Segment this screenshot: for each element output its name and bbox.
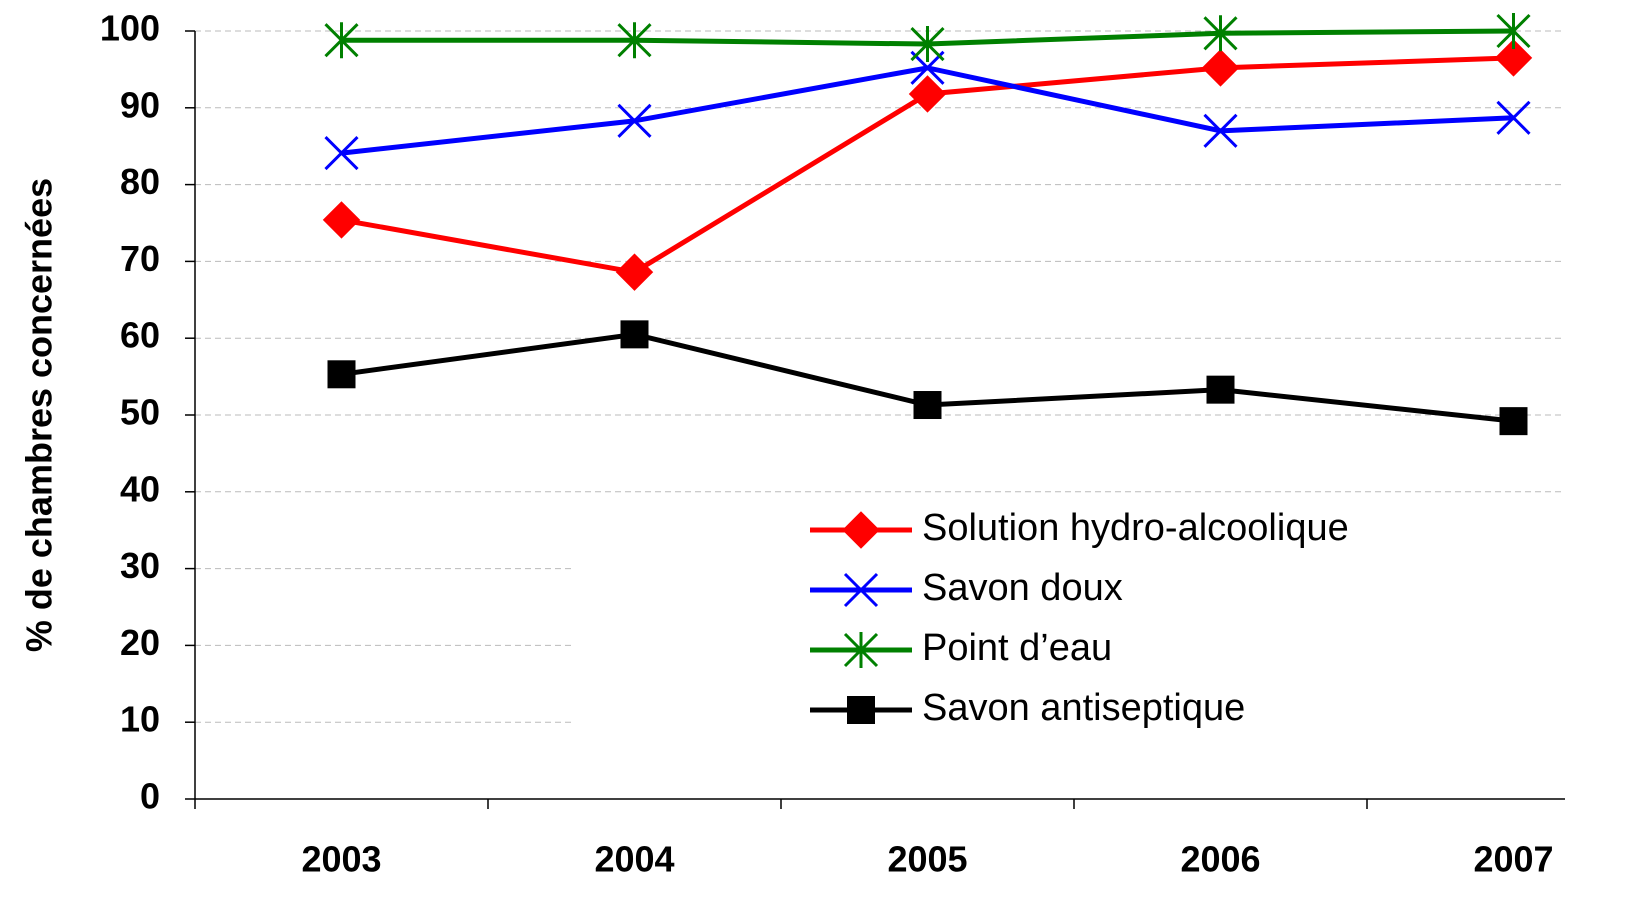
- marker: [322, 201, 361, 239]
- x-tick-label: 2003: [301, 839, 381, 880]
- y-tick-label: 30: [120, 545, 160, 586]
- marker: [620, 320, 649, 349]
- legend-label: Savon doux: [922, 567, 1123, 609]
- y-tick-label: 90: [120, 84, 160, 125]
- y-tick-label: 0: [140, 776, 160, 817]
- legend-label: Solution hydro-alcoolique: [922, 507, 1349, 549]
- marker: [617, 22, 652, 59]
- marker: [843, 572, 879, 608]
- marker: [324, 136, 359, 171]
- marker: [617, 103, 652, 138]
- marker: [910, 50, 945, 85]
- x-tick-label: 2004: [594, 839, 674, 880]
- legend-label: Point d’eau: [922, 627, 1112, 669]
- marker: [910, 26, 945, 63]
- y-tick-label: 40: [120, 468, 160, 509]
- y-tick-label: 50: [120, 392, 160, 433]
- x-tick-label: 2006: [1180, 839, 1260, 880]
- marker: [615, 253, 654, 291]
- y-axis-label: % de chambres concernées: [19, 178, 60, 652]
- y-tick-label: 20: [120, 622, 160, 663]
- y-tick-label: 100: [100, 8, 160, 49]
- marker: [1201, 49, 1240, 87]
- marker: [913, 391, 942, 420]
- marker: [908, 75, 947, 113]
- marker: [1494, 39, 1533, 77]
- y-tick-label: 80: [120, 161, 160, 202]
- marker: [1496, 100, 1531, 135]
- marker: [843, 632, 879, 668]
- marker: [842, 511, 880, 549]
- marker: [1206, 375, 1235, 404]
- marker: [324, 22, 359, 59]
- legend-background: [575, 500, 1565, 740]
- marker: [1203, 15, 1238, 52]
- y-tick-label: 70: [120, 238, 160, 279]
- marker: [1496, 13, 1531, 49]
- legend-label: Savon antiseptique: [922, 687, 1245, 729]
- marker: [1203, 113, 1238, 148]
- y-tick-label: 10: [120, 699, 160, 740]
- marker: [327, 360, 356, 389]
- marker: [847, 696, 875, 724]
- marker: [1499, 407, 1528, 436]
- y-tick-label: 60: [120, 315, 160, 356]
- x-tick-label: 2007: [1473, 839, 1553, 880]
- x-tick-label: 2005: [887, 839, 967, 880]
